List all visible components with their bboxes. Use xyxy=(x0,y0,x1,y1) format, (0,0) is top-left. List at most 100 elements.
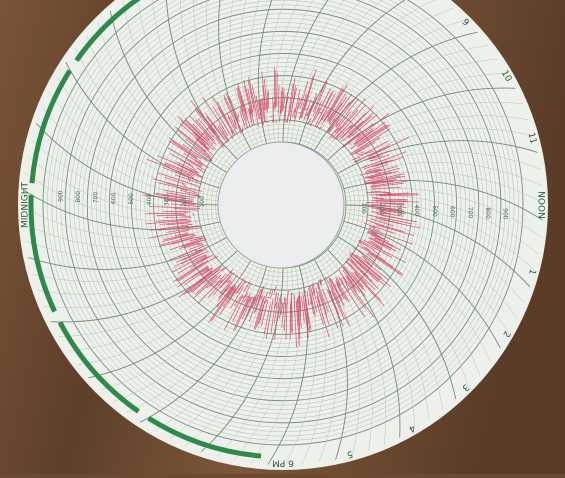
time-arc xyxy=(284,264,317,466)
ring xyxy=(153,75,413,335)
time-arc xyxy=(345,208,525,303)
time-arc xyxy=(31,139,221,210)
ring xyxy=(148,70,418,340)
time-arc xyxy=(97,22,227,178)
time-arc xyxy=(229,0,256,149)
time-arc xyxy=(327,249,401,438)
time-arc xyxy=(23,189,223,230)
time-arc xyxy=(321,254,373,451)
ring xyxy=(140,62,426,348)
time-arc xyxy=(335,128,534,171)
time-arc xyxy=(249,0,282,146)
time-arc xyxy=(310,19,466,149)
time-arc xyxy=(339,151,541,178)
scale-label: 600 xyxy=(449,206,456,218)
scale-label: 400 xyxy=(413,205,420,217)
time-arc xyxy=(56,76,222,193)
ring xyxy=(51,0,515,437)
hour-label: 11 xyxy=(525,132,538,146)
time-arc xyxy=(88,259,252,379)
time-arc xyxy=(337,236,457,400)
time-arc xyxy=(50,249,239,323)
ring xyxy=(78,0,488,410)
ring xyxy=(113,35,453,375)
time-arc xyxy=(58,252,242,337)
scale-label: 800 xyxy=(75,191,82,203)
ring xyxy=(126,48,440,362)
hour-label: 4 xyxy=(407,422,417,434)
ring xyxy=(69,0,497,419)
time-arc xyxy=(337,140,538,174)
time-arc xyxy=(43,246,236,309)
scale-label: 400 xyxy=(146,194,153,206)
scale-label: 300 xyxy=(396,204,403,216)
time-arc xyxy=(217,267,288,457)
time-arc xyxy=(112,263,260,402)
ring xyxy=(42,0,524,446)
scale-label: 200 xyxy=(378,203,385,215)
time-arc xyxy=(126,264,263,413)
time-arc xyxy=(278,0,349,143)
time-arc xyxy=(324,73,508,158)
ring xyxy=(202,124,364,286)
time-arc xyxy=(109,10,229,174)
ring xyxy=(104,26,462,384)
time-arc xyxy=(298,0,427,145)
time-arc xyxy=(310,261,337,463)
scale-label: 700 xyxy=(466,207,473,219)
time-arc xyxy=(301,263,326,465)
scale-label: 100 xyxy=(199,196,206,208)
time-arc xyxy=(295,0,412,144)
time-arc xyxy=(165,0,239,161)
ring xyxy=(56,0,510,432)
ring xyxy=(73,0,493,415)
time-arc xyxy=(22,206,224,239)
ring xyxy=(131,53,435,357)
scale-label: 900 xyxy=(57,190,64,202)
ring xyxy=(108,30,458,380)
scale-label: 600 xyxy=(110,192,117,204)
hour-label: 5 xyxy=(346,448,354,459)
time-arc xyxy=(25,232,227,259)
time-arc xyxy=(86,34,225,182)
time-arc xyxy=(27,155,221,216)
time-arc xyxy=(41,107,221,202)
ring xyxy=(122,44,444,366)
hour-label: 9 xyxy=(460,17,471,28)
hour-label: MIDNIGHT xyxy=(21,182,31,228)
scale-label: 200 xyxy=(181,195,188,207)
time-arc xyxy=(77,257,249,366)
scale-label: 500 xyxy=(431,205,438,217)
time-arc xyxy=(282,0,366,143)
hour-label: 1 xyxy=(526,268,537,276)
hour-label: 2 xyxy=(500,329,512,339)
time-arc xyxy=(250,266,301,464)
time-arc xyxy=(344,217,510,334)
hour-band xyxy=(28,0,538,460)
time-arc xyxy=(342,225,491,362)
pen-trace xyxy=(142,67,421,348)
scale-label: 100 xyxy=(360,203,367,215)
time-arc xyxy=(267,265,308,465)
time-arc xyxy=(67,254,245,352)
hour-label: 6 PM xyxy=(272,458,294,468)
scale-label: 900 xyxy=(502,208,509,220)
time-arc xyxy=(286,0,381,143)
time-arc xyxy=(290,0,397,143)
hour-label: NOON xyxy=(536,191,546,219)
ring xyxy=(64,0,502,424)
scale-label: 800 xyxy=(484,207,491,219)
time-arc xyxy=(265,0,316,144)
band-ring xyxy=(28,0,538,460)
hour-label: 3 xyxy=(460,382,471,393)
time-arc xyxy=(272,0,333,143)
scale-label: 300 xyxy=(163,194,170,206)
time-arc xyxy=(335,239,444,411)
ring xyxy=(47,0,519,441)
trace-lines xyxy=(142,67,421,348)
time-arc xyxy=(200,267,284,453)
time-arc xyxy=(151,0,236,164)
time-arc xyxy=(185,267,280,447)
